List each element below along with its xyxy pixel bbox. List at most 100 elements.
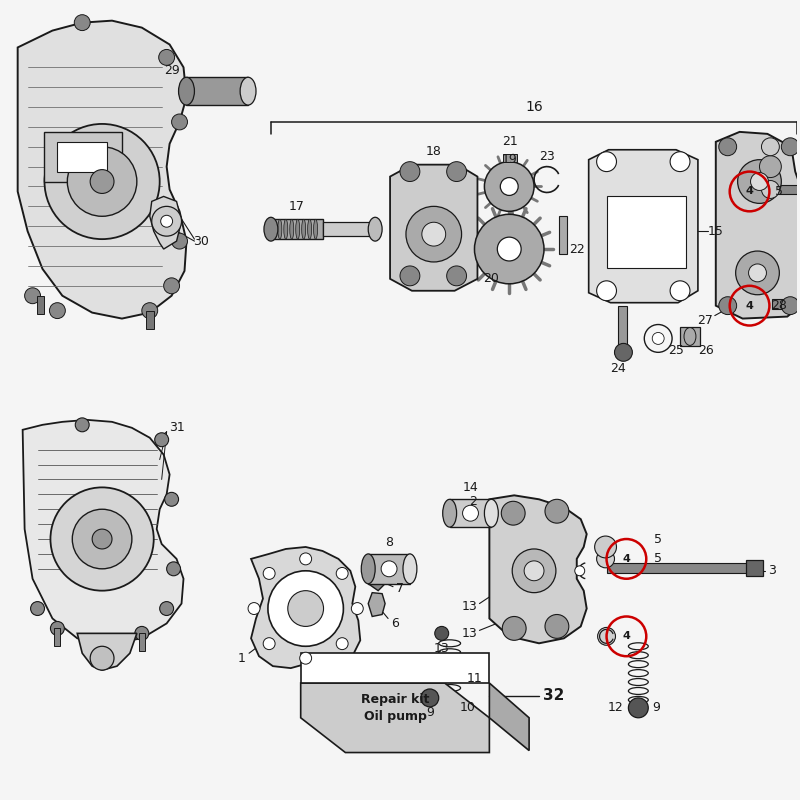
Polygon shape xyxy=(251,547,360,668)
Text: 13: 13 xyxy=(434,642,450,654)
Text: 13: 13 xyxy=(462,627,478,640)
Circle shape xyxy=(248,602,260,614)
Text: 1: 1 xyxy=(237,652,245,665)
Circle shape xyxy=(50,302,66,318)
Circle shape xyxy=(597,281,617,301)
Circle shape xyxy=(594,536,617,558)
Circle shape xyxy=(158,50,174,66)
Ellipse shape xyxy=(296,219,300,239)
Circle shape xyxy=(718,297,737,314)
Circle shape xyxy=(166,562,181,576)
Circle shape xyxy=(142,302,158,318)
Text: 4: 4 xyxy=(746,186,754,197)
Polygon shape xyxy=(368,571,388,590)
Circle shape xyxy=(164,278,179,294)
Text: 13: 13 xyxy=(462,600,478,613)
Text: 23: 23 xyxy=(539,150,555,163)
Ellipse shape xyxy=(308,219,312,239)
Circle shape xyxy=(406,206,462,262)
Bar xyxy=(139,634,145,651)
Text: 14: 14 xyxy=(462,481,478,494)
Bar xyxy=(746,560,763,576)
Circle shape xyxy=(762,138,779,156)
Circle shape xyxy=(135,626,149,640)
Polygon shape xyxy=(716,132,800,318)
Text: 22: 22 xyxy=(569,242,585,255)
Circle shape xyxy=(629,698,648,718)
Bar xyxy=(772,185,800,194)
Bar xyxy=(606,563,750,573)
Ellipse shape xyxy=(368,218,382,241)
Text: 4: 4 xyxy=(746,301,754,310)
Circle shape xyxy=(92,529,112,549)
Circle shape xyxy=(268,571,343,646)
Circle shape xyxy=(30,602,45,615)
Circle shape xyxy=(759,156,782,178)
Text: 25: 25 xyxy=(668,344,684,357)
Ellipse shape xyxy=(264,218,278,241)
Polygon shape xyxy=(78,634,137,670)
Circle shape xyxy=(336,638,348,650)
Polygon shape xyxy=(589,150,698,302)
Circle shape xyxy=(171,114,187,130)
Bar xyxy=(322,222,377,236)
Text: 3: 3 xyxy=(769,564,776,578)
Circle shape xyxy=(670,152,690,171)
Circle shape xyxy=(545,614,569,638)
Ellipse shape xyxy=(302,219,306,239)
Circle shape xyxy=(50,622,64,635)
Circle shape xyxy=(652,333,664,344)
Text: 31: 31 xyxy=(169,422,185,434)
Ellipse shape xyxy=(314,219,318,239)
Polygon shape xyxy=(490,683,529,750)
Circle shape xyxy=(512,549,556,593)
Text: 5: 5 xyxy=(654,533,662,546)
Circle shape xyxy=(165,492,178,506)
Text: 12: 12 xyxy=(608,702,623,714)
Text: 21: 21 xyxy=(502,135,518,148)
Circle shape xyxy=(160,602,174,615)
Circle shape xyxy=(400,162,420,182)
Text: 29: 29 xyxy=(164,64,179,77)
Circle shape xyxy=(598,627,615,646)
Circle shape xyxy=(263,638,275,650)
Circle shape xyxy=(749,264,766,282)
Text: 30: 30 xyxy=(194,234,210,248)
Circle shape xyxy=(750,173,769,190)
Circle shape xyxy=(67,146,137,216)
Text: 17: 17 xyxy=(289,200,305,213)
Circle shape xyxy=(75,418,89,432)
Circle shape xyxy=(574,566,585,576)
Circle shape xyxy=(381,561,397,577)
Circle shape xyxy=(498,237,521,261)
Circle shape xyxy=(782,297,799,314)
Circle shape xyxy=(485,162,534,211)
Text: Repair kit
Oil pump: Repair kit Oil pump xyxy=(361,693,430,723)
Ellipse shape xyxy=(485,499,498,527)
Bar xyxy=(45,132,122,182)
Circle shape xyxy=(597,550,614,568)
Text: 18: 18 xyxy=(426,146,442,158)
Circle shape xyxy=(718,138,737,156)
Circle shape xyxy=(90,170,114,194)
Text: 6: 6 xyxy=(391,617,399,630)
Text: 27: 27 xyxy=(697,314,713,327)
Text: 32: 32 xyxy=(543,689,565,703)
Circle shape xyxy=(462,506,478,521)
Circle shape xyxy=(288,590,323,626)
Ellipse shape xyxy=(178,78,194,105)
Text: 5: 5 xyxy=(654,552,662,566)
Polygon shape xyxy=(301,654,490,683)
Text: 8: 8 xyxy=(385,535,393,549)
Circle shape xyxy=(263,567,275,579)
Circle shape xyxy=(545,499,569,523)
Ellipse shape xyxy=(442,499,457,527)
Circle shape xyxy=(762,181,779,198)
Circle shape xyxy=(446,162,466,182)
Polygon shape xyxy=(22,420,183,643)
Circle shape xyxy=(738,160,782,203)
Bar xyxy=(146,310,154,329)
Ellipse shape xyxy=(403,554,417,584)
Bar xyxy=(37,296,45,314)
Bar xyxy=(772,298,800,309)
